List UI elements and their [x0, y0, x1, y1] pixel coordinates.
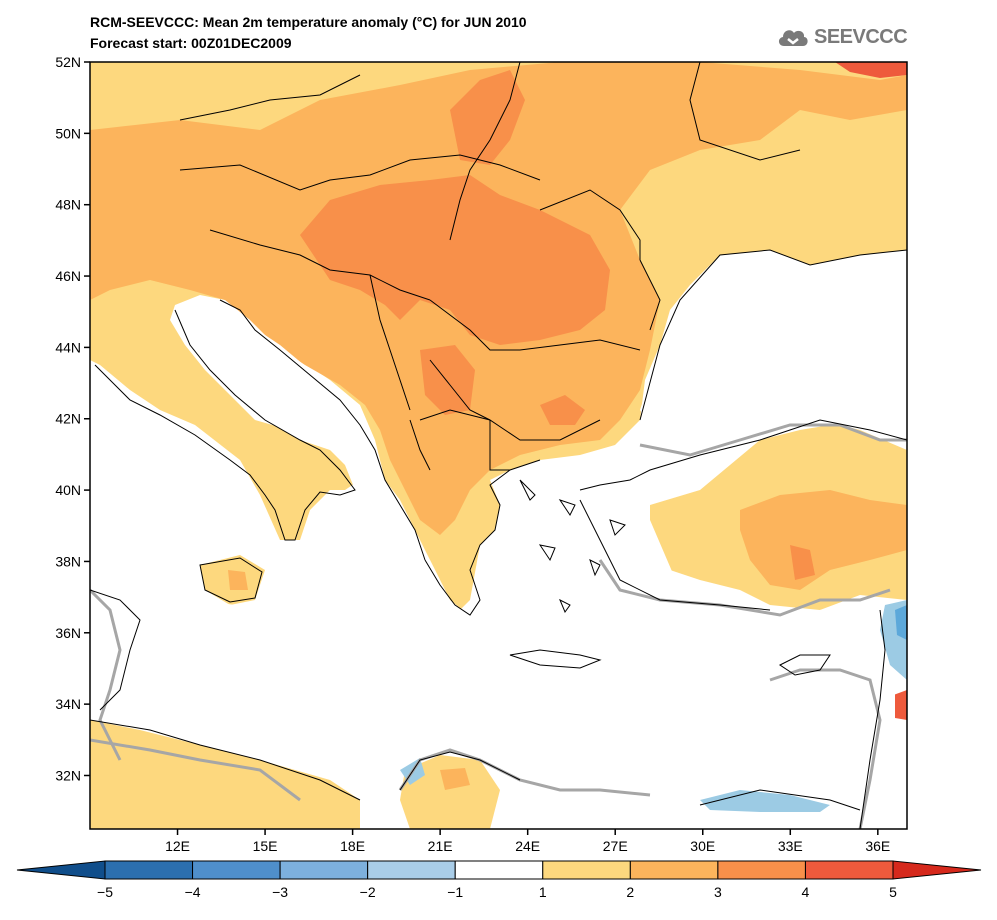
- colorbar-label: −3: [272, 884, 288, 900]
- colorbar-box: [367, 860, 456, 880]
- lat-label: 34N: [55, 696, 81, 712]
- map-area: [90, 62, 907, 829]
- colorbar-label: −2: [360, 884, 376, 900]
- latitude-axis: 52N 50N 48N 46N 44N 42N 40N 38N 36N 34N 32N: [55, 54, 90, 783]
- lon-label: 12E: [165, 838, 190, 854]
- black-sea-no-anomaly: [640, 260, 907, 450]
- anomaly-neg-1-2-egypt: [700, 790, 830, 812]
- longitude-axis: 12E 15E 18E 21E 24E 27E 30E 33E 36E: [165, 829, 890, 854]
- lon-label: 21E: [428, 838, 453, 854]
- lon-label: 18E: [340, 838, 365, 854]
- anomaly-3-4-bulgaria: [540, 395, 585, 425]
- title-line-1: RCM-SEEVCCC: Mean 2m temperature anomaly…: [90, 14, 527, 30]
- lat-label: 38N: [55, 553, 81, 569]
- lon-label: 30E: [690, 838, 715, 854]
- lat-label: 52N: [55, 54, 81, 70]
- colorbar-label: −4: [185, 884, 201, 900]
- cloud-logo-icon: [778, 30, 808, 46]
- anomaly-3-4-anatolia: [790, 545, 815, 580]
- country-borders: [90, 62, 907, 829]
- colorbar-box: [192, 860, 281, 880]
- anomaly-2-3-sicily: [228, 570, 248, 590]
- lat-label: 40N: [55, 482, 81, 498]
- anomaly-neg-2-3-levant: [895, 605, 907, 640]
- lon-label: 36E: [865, 838, 890, 854]
- anomaly-1-2-cyrenaica: [400, 755, 500, 829]
- logo-text: SEEVCCC: [814, 25, 908, 48]
- seevccc-logo: SEEVCCC: [776, 24, 908, 50]
- colorbar-box: [542, 860, 631, 880]
- lat-label: 44N: [55, 339, 81, 355]
- colorbar-box: [454, 860, 544, 880]
- mediterranean-sea: [90, 470, 907, 815]
- anomaly-3-4-serbia: [420, 345, 475, 415]
- title-line-2: Forecast start: 00Z01DEC2009: [90, 35, 292, 51]
- lon-label: 33E: [778, 838, 803, 854]
- colorbar-box: [717, 860, 806, 880]
- colorbar-label: −5: [97, 884, 113, 900]
- colorbar: −5 −4 −3 −2 −1 1 2 3 4 5: [16, 860, 982, 900]
- tyrrhenian-sea: [90, 410, 280, 585]
- anomaly-4-5-nw-russia: [835, 62, 907, 78]
- adriatic-sea: [175, 300, 380, 480]
- colorbar-box: [804, 860, 894, 880]
- anomaly-1-2-libya: [90, 720, 360, 829]
- colorbar-box: [279, 860, 369, 880]
- lat-label: 50N: [55, 125, 81, 141]
- colorbar-label: 4: [802, 884, 810, 900]
- anomaly-2-3-anatolia: [740, 490, 907, 590]
- anomaly-2-3-cyrenaica: [440, 768, 470, 790]
- lat-label: 42N: [55, 411, 81, 427]
- anomaly-3-4-pannonia: [300, 175, 610, 345]
- colorbar-label: 2: [626, 884, 634, 900]
- map-title: RCM-SEEVCCC: Mean 2m temperature anomaly…: [90, 12, 527, 54]
- lon-label: 27E: [603, 838, 628, 854]
- anomaly-3-4-poland: [450, 70, 525, 165]
- colorbar-label: 5: [889, 884, 897, 900]
- colorbar-max-arrow: [892, 860, 982, 880]
- lon-label: 15E: [253, 838, 278, 854]
- colorbar-label: 3: [714, 884, 722, 900]
- lat-label: 32N: [55, 767, 81, 783]
- colorbar-box: [104, 860, 194, 880]
- lat-label: 36N: [55, 625, 81, 641]
- lon-label: 24E: [515, 838, 540, 854]
- lat-label: 46N: [55, 268, 81, 284]
- anomaly-4-5-levant: [895, 690, 907, 720]
- colorbar-box: [629, 860, 719, 880]
- lat-label: 48N: [55, 197, 81, 213]
- map-frame: [89, 61, 908, 830]
- colorbar-label: −1: [447, 884, 463, 900]
- colorbar-label: 1: [539, 884, 547, 900]
- colorbar-min-arrow: [16, 860, 106, 880]
